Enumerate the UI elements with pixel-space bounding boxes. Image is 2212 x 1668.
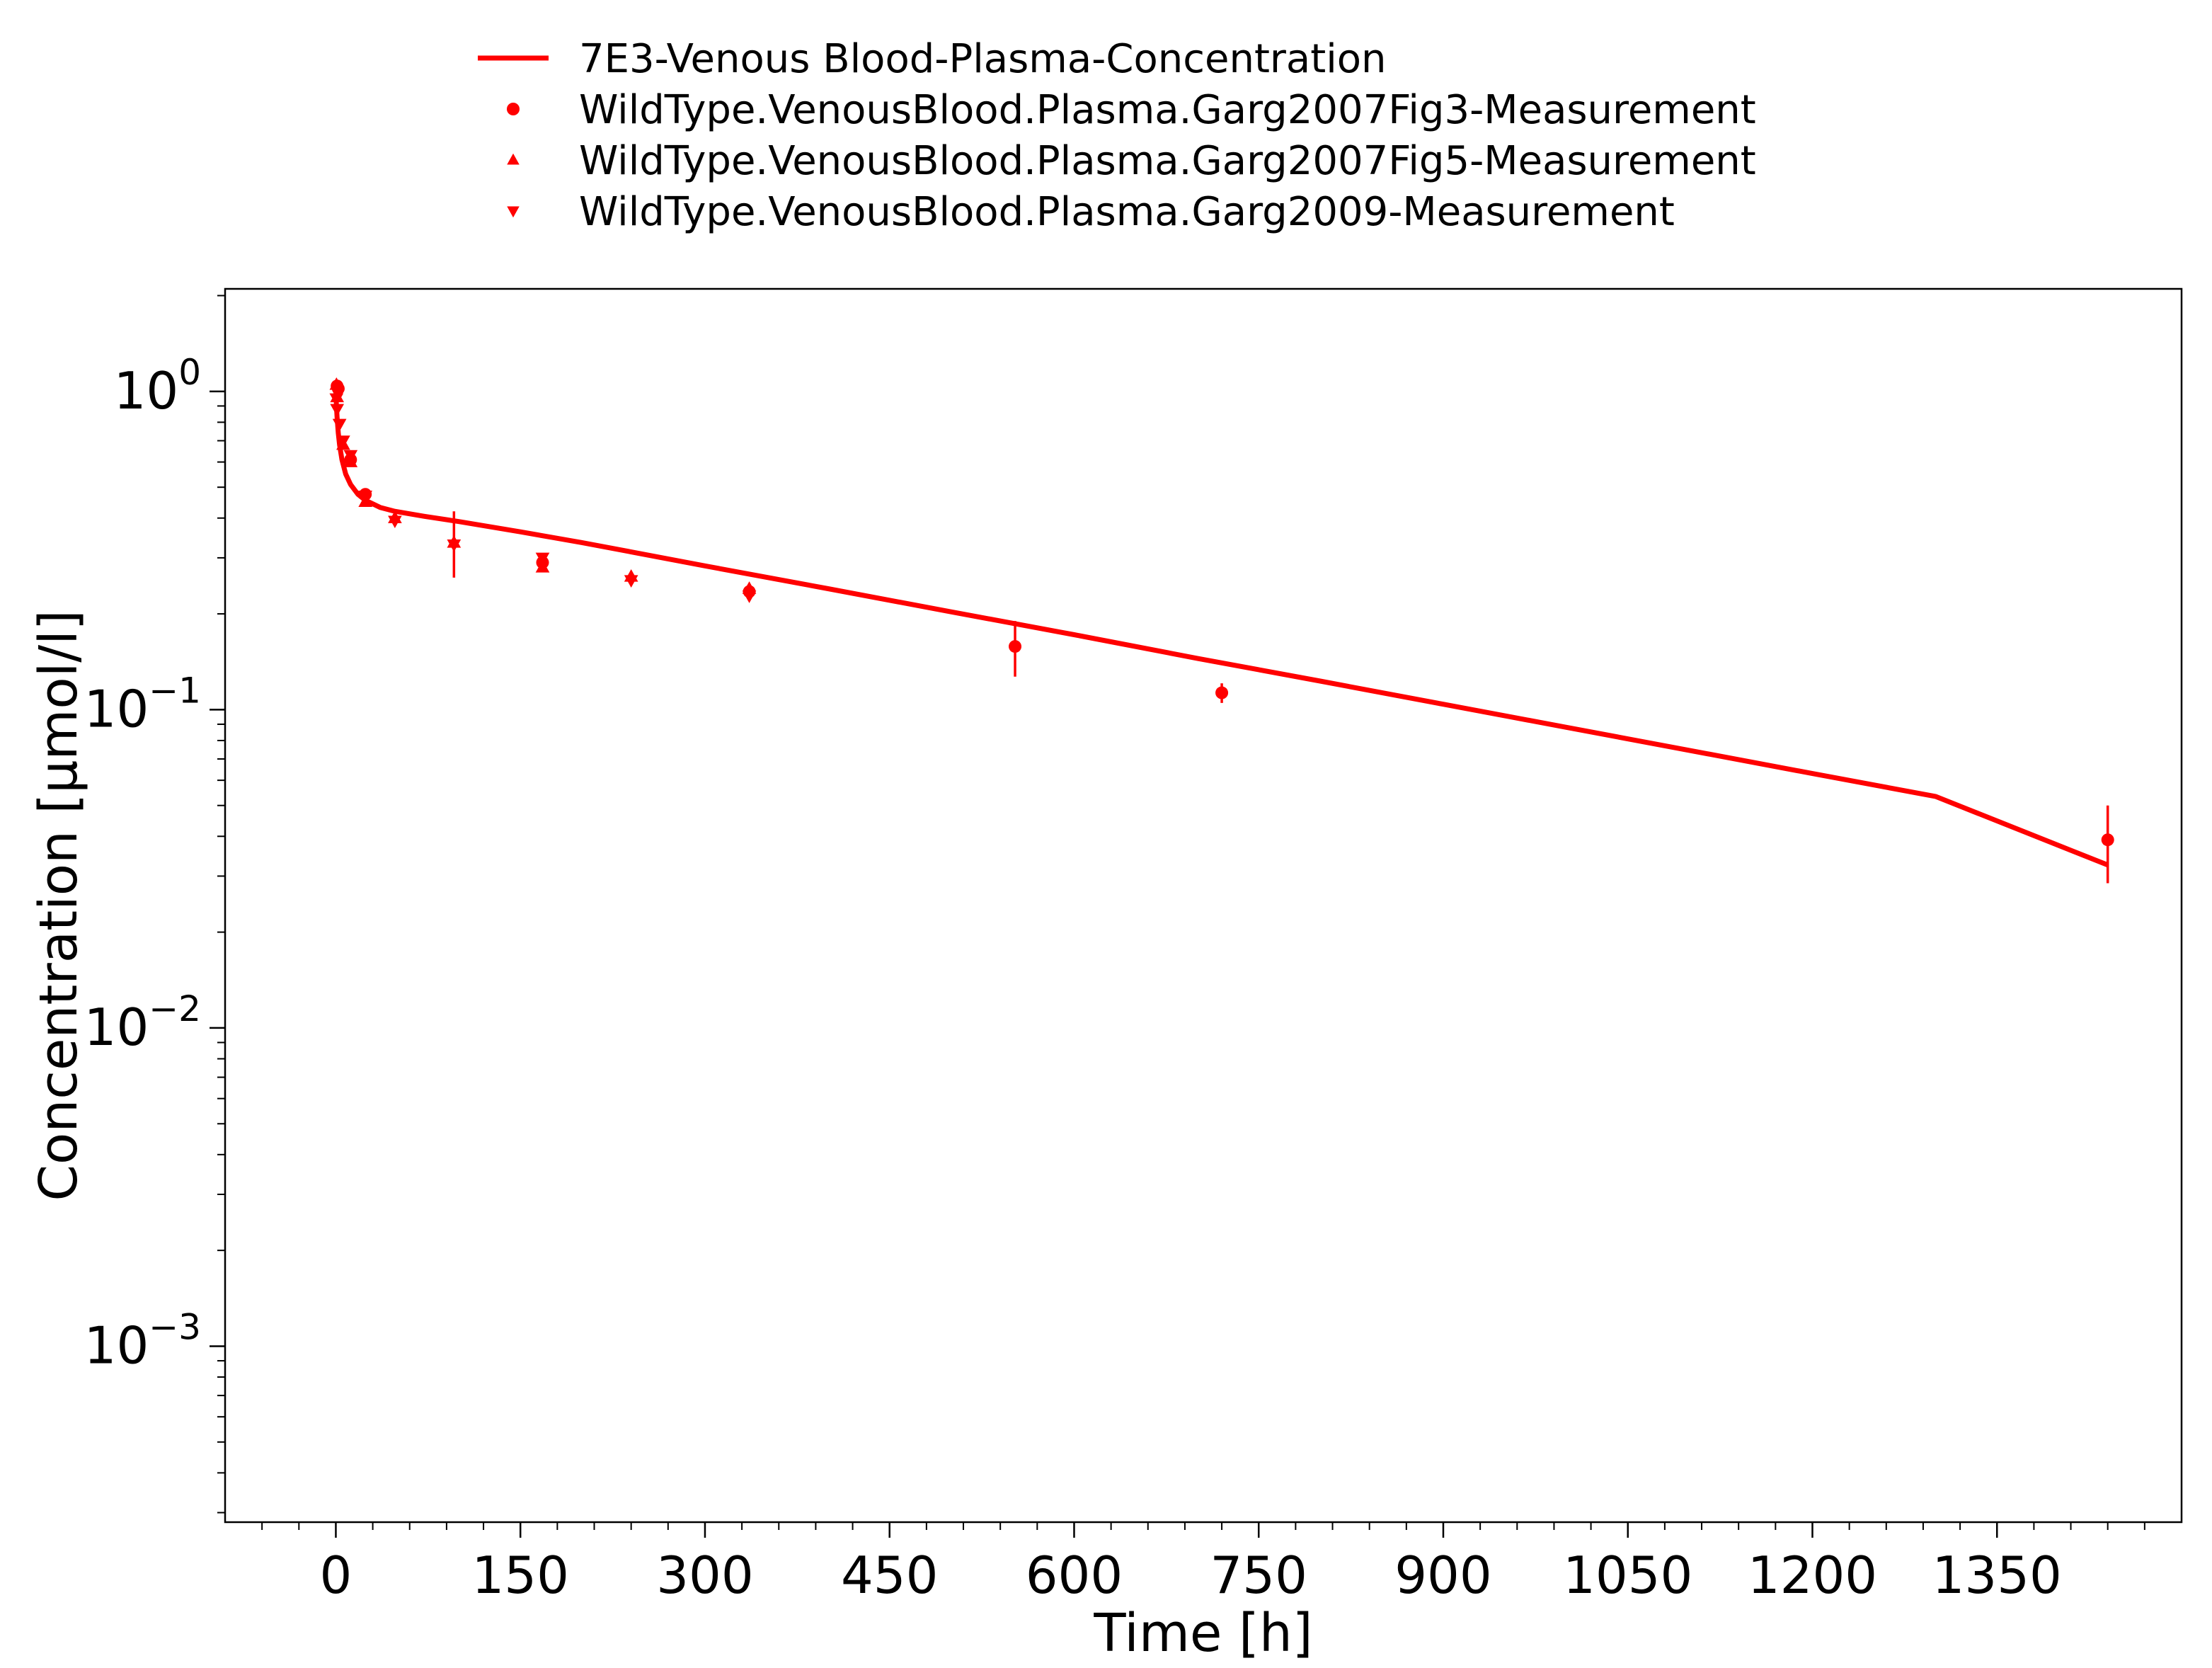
plot-area-frame: [224, 287, 2183, 1524]
data-point: [358, 491, 373, 503]
data-point: [447, 539, 462, 552]
legend-item-2: WildType.VenousBlood.Plasma.Garg2007Fig5…: [507, 138, 1756, 184]
series-layer: [329, 377, 2114, 884]
data-point: [329, 377, 344, 390]
data-point: [1009, 640, 1022, 653]
data-point: [535, 560, 550, 573]
data-point: [332, 418, 347, 432]
x-tick-label: 1050: [1563, 1546, 1692, 1605]
x-tick-label: 0: [320, 1546, 353, 1605]
series-3: [329, 393, 757, 603]
legend: 7E3-Venous Blood-Plasma-Concentration Wil…: [478, 36, 1756, 235]
legend-item-1: WildType.VenousBlood.Plasma.Garg2007Fig3…: [507, 87, 1756, 133]
y-tick-label: 10−2: [84, 988, 201, 1057]
x-tick-label: 750: [1210, 1546, 1307, 1605]
y-tick-label: 100: [114, 352, 201, 421]
x-tick-label: 1350: [1932, 1546, 2062, 1605]
series-0: [333, 391, 2109, 868]
y-axis: 100 10−1 10−2 10−3: [84, 295, 225, 1514]
data-point: [388, 515, 402, 529]
legend-item-3: WildType.VenousBlood.Plasma.Garg2009-Mea…: [507, 189, 1675, 235]
data-point: [535, 552, 550, 566]
data-point: [336, 435, 350, 448]
x-tick-label: 900: [1394, 1546, 1491, 1605]
legend-label: 7E3-Venous Blood-Plasma-Concentration: [579, 36, 1387, 82]
data-point: [329, 393, 344, 406]
data-point: [2101, 833, 2114, 847]
legend-item-0: 7E3-Venous Blood-Plasma-Concentration: [478, 36, 1387, 82]
legend-label: WildType.VenousBlood.Plasma.Garg2009-Mea…: [579, 189, 1675, 235]
data-point: [343, 450, 358, 463]
x-tick-label: 1200: [1748, 1546, 1877, 1605]
x-tick-label: 450: [841, 1546, 938, 1605]
legend-label: WildType.VenousBlood.Plasma.Garg2007Fig5…: [579, 138, 1756, 184]
x-axis: 0 150 300 450 600 750 900 1050 1200 1350: [261, 1522, 2145, 1605]
legend-label: WildType.VenousBlood.Plasma.Garg2007Fig3…: [579, 87, 1756, 133]
simulation-line: [333, 391, 2109, 868]
data-point: [742, 590, 757, 603]
y-tick-label: 10−1: [84, 670, 201, 738]
y-axis-label: Concentration [µmol/l]: [28, 610, 89, 1201]
legend-marker-swatch: [507, 153, 520, 165]
legend-marker-swatch: [507, 103, 520, 115]
y-tick-label: 10−3: [84, 1306, 201, 1375]
data-point: [330, 404, 345, 417]
data-point: [1215, 686, 1229, 699]
legend-marker-swatch: [507, 206, 520, 218]
x-axis-label: Time [h]: [1093, 1603, 1312, 1664]
x-tick-label: 300: [656, 1546, 753, 1605]
data-point: [624, 575, 638, 588]
x-tick-label: 150: [471, 1546, 568, 1605]
x-tick-label: 600: [1026, 1546, 1123, 1605]
